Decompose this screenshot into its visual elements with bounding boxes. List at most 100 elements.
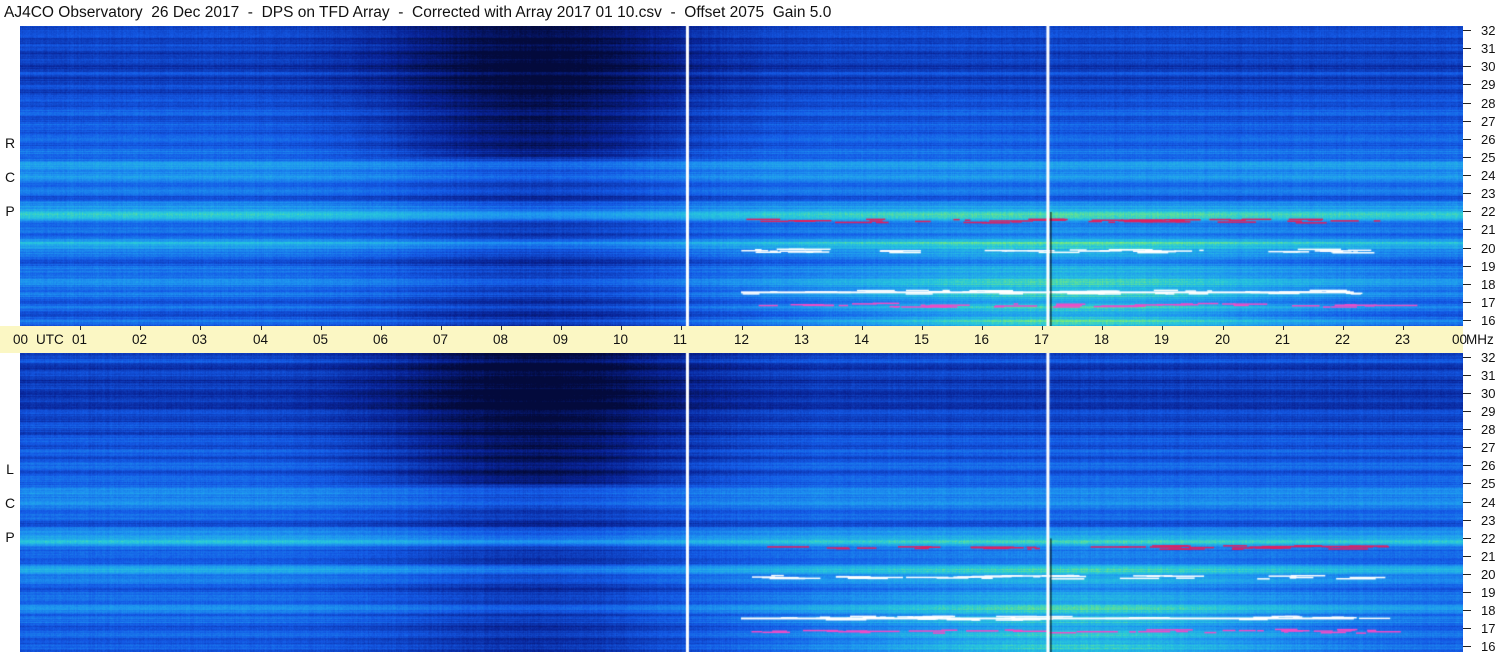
time-tick: [80, 326, 81, 330]
time-tick: [922, 326, 923, 330]
time-tick: [621, 326, 622, 330]
freq-label: 28: [1481, 422, 1496, 437]
time-tick: [381, 326, 382, 330]
freq-label: 23: [1481, 513, 1496, 528]
freq-tick: [1463, 103, 1471, 104]
time-tick: [200, 326, 201, 330]
time-hour-label: 02: [132, 332, 148, 347]
freq-tick: [1463, 248, 1471, 249]
freq-label: 20: [1481, 567, 1496, 582]
time-tick: [441, 326, 442, 330]
freq-tick: [1463, 211, 1471, 212]
time-hour-label: 08: [493, 332, 509, 347]
time-hour-label: 21: [1275, 332, 1291, 347]
time-tick: [561, 326, 562, 330]
freq-tick: [1463, 411, 1471, 412]
freq-tick: [1463, 302, 1471, 303]
time-hour-label: 20: [1215, 332, 1231, 347]
freq-tick: [1463, 139, 1471, 140]
freq-label: 26: [1481, 458, 1496, 473]
time-hour-label: 15: [914, 332, 930, 347]
time-tick: [982, 326, 983, 330]
time-hour-label: 03: [192, 332, 208, 347]
time-hour-label: 04: [253, 332, 269, 347]
rcp-label-p: P: [5, 203, 15, 219]
time-hour-label: 13: [794, 332, 810, 347]
time-tick: [1102, 326, 1103, 330]
time-tick: [742, 326, 743, 330]
freq-tick: [1463, 502, 1471, 503]
freq-tick: [1463, 175, 1471, 176]
time-hour-label: 05: [313, 332, 329, 347]
freq-label: 21: [1481, 549, 1496, 564]
rcp-spectrogram-canvas: [20, 26, 1463, 326]
freq-tick: [1463, 48, 1471, 49]
lcp-frequency-axis: 32 31 30 29 28 27 26 25 24 23 22 21 20 19 18 17 16: [1463, 350, 1503, 653]
freq-label: 19: [1481, 585, 1496, 600]
freq-tick: [1463, 465, 1471, 466]
time-hour-label: 06: [373, 332, 389, 347]
rcp-label-r: R: [4, 135, 16, 151]
freq-tick: [1463, 520, 1471, 521]
time-start-label: 00: [13, 332, 29, 347]
rcp-label-c: C: [4, 169, 16, 185]
freq-tick: [1463, 483, 1471, 484]
freq-label: 31: [1481, 368, 1496, 383]
rcp-frequency-axis: 32 31 30 29 28 27 26 25 24 23 22 21 20 19 18 17 16: [1463, 24, 1503, 328]
time-hour-label: 17: [1034, 332, 1050, 347]
freq-label: 24: [1481, 168, 1496, 183]
time-tick: [1162, 326, 1163, 330]
freq-tick: [1463, 375, 1471, 376]
time-hour-label: 23: [1395, 332, 1411, 347]
time-hour-label: 01: [72, 332, 88, 347]
freq-label: 18: [1481, 277, 1496, 292]
freq-tick: [1463, 229, 1471, 230]
freq-tick: [1463, 592, 1471, 593]
freq-label: 20: [1481, 241, 1496, 256]
freq-label: 27: [1481, 114, 1496, 129]
time-tick: [1343, 326, 1344, 330]
time-tick: [1223, 326, 1224, 330]
time-hour-label: 12: [734, 332, 750, 347]
freq-label: 30: [1481, 386, 1496, 401]
utc-time-axis: 00 UTC 00 MHz 01 02 03 04 05 06 07 08 09 10 11 12 13…: [0, 326, 1494, 353]
mhz-unit-label: MHz: [1466, 332, 1494, 347]
freq-label: 24: [1481, 495, 1496, 510]
lcp-label-p: P: [5, 529, 15, 545]
freq-label: 16: [1481, 313, 1496, 328]
freq-label: 32: [1481, 350, 1496, 365]
time-tick: [1403, 326, 1404, 330]
freq-tick: [1463, 556, 1471, 557]
freq-tick: [1463, 266, 1471, 267]
freq-tick: [1463, 447, 1471, 448]
freq-label: 30: [1481, 59, 1496, 74]
freq-tick: [1463, 66, 1471, 67]
time-end-label: 00: [1452, 332, 1468, 347]
time-tick: [501, 326, 502, 330]
lcp-spectrogram-canvas: [20, 353, 1463, 652]
time-hour-label: 19: [1154, 332, 1170, 347]
time-hour-label: 07: [433, 332, 449, 347]
time-tick: [140, 326, 141, 330]
freq-label: 26: [1481, 132, 1496, 147]
time-hour-label: 11: [673, 332, 688, 347]
time-tick: [261, 326, 262, 330]
freq-tick: [1463, 357, 1471, 358]
freq-label: 18: [1481, 603, 1496, 618]
freq-tick: [1463, 84, 1471, 85]
freq-tick: [1463, 121, 1471, 122]
freq-label: 29: [1481, 404, 1496, 419]
freq-label: 17: [1481, 295, 1496, 310]
freq-label: 17: [1481, 621, 1496, 636]
freq-label: 29: [1481, 77, 1496, 92]
freq-tick: [1463, 610, 1471, 611]
bottom-margin: [0, 652, 1463, 672]
time-hour-label: 16: [974, 332, 990, 347]
utc-label: UTC: [36, 332, 64, 347]
time-tick: [1283, 326, 1284, 330]
freq-label: 31: [1481, 41, 1496, 56]
freq-tick: [1463, 284, 1471, 285]
freq-label: 27: [1481, 440, 1496, 455]
freq-tick: [1463, 157, 1471, 158]
freq-label: 25: [1481, 150, 1496, 165]
